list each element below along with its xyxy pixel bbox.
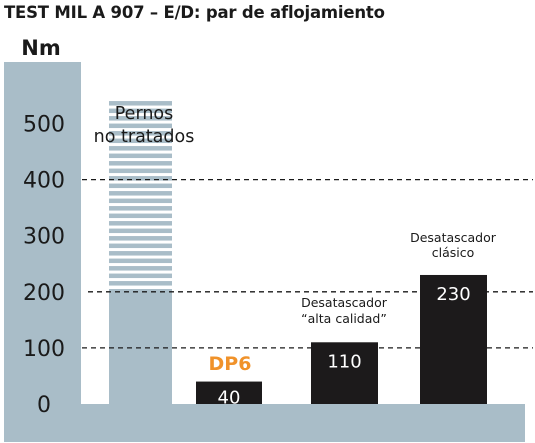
bar-untreated-stripe	[109, 213, 172, 219]
chart-title: TEST MIL A 907 – E/D: par de aflojamient…	[4, 3, 385, 22]
bar-untreated-stripe	[109, 183, 172, 189]
category-label-dp6: DP6	[209, 353, 252, 375]
bar-untreated-stripe	[109, 168, 172, 174]
y-axis-unit-label: Nm	[21, 36, 60, 60]
category-label: “alta calidad”	[301, 311, 387, 326]
bar-untreated-solid	[109, 288, 172, 404]
category-label: no tratados	[94, 127, 195, 147]
bar-untreated-stripe	[109, 236, 172, 241]
bar-untreated-stripe	[109, 281, 172, 286]
bar-untreated-stripe	[109, 191, 172, 196]
bar-untreated-stripe	[109, 198, 172, 204]
category-label: clásico	[432, 245, 475, 260]
bar-untreated-stripe	[109, 153, 172, 159]
category-label: Pernos	[115, 104, 174, 124]
bar-untreated-stripe	[109, 251, 172, 256]
y-tick-label: 100	[23, 337, 65, 362]
bar-3	[420, 274, 487, 404]
data-label: 110	[327, 351, 361, 372]
bar-untreated-stripe	[109, 266, 172, 271]
bar-untreated-stripe	[109, 161, 172, 166]
bar-untreated-stripe	[109, 258, 172, 264]
y-tick-label: 200	[23, 281, 65, 306]
y-tick-label: 500	[23, 113, 65, 138]
bar-untreated-stripe	[109, 221, 172, 226]
category-label: Desatascador	[301, 295, 388, 310]
bar-untreated-stripe	[109, 176, 172, 181]
data-label: 40	[218, 388, 241, 409]
y-axis-panel	[4, 62, 81, 442]
y-tick-label: 400	[23, 169, 65, 194]
bar-untreated-stripe	[109, 108, 172, 114]
y-tick-label: 0	[37, 393, 51, 418]
category-label: Desatascador	[410, 230, 497, 245]
bar-untreated-stripe	[109, 138, 172, 144]
bar-untreated-stripe	[109, 101, 172, 106]
bar-untreated-stripe	[109, 146, 172, 151]
bar-untreated-stripe	[109, 116, 172, 121]
bar-2	[311, 342, 378, 404]
y-tick-label: 300	[23, 225, 65, 250]
bar-untreated-stripe	[109, 228, 172, 234]
bar-untreated-stripe	[109, 206, 172, 211]
bar-untreated-stripe	[109, 273, 172, 279]
bar-untreated-stripe	[109, 131, 172, 136]
bar-untreated-stripe	[109, 123, 172, 129]
data-label: 230	[436, 284, 470, 305]
bar-1	[196, 381, 262, 404]
x-axis-base	[4, 404, 525, 442]
bar-untreated-stripe	[109, 243, 172, 249]
